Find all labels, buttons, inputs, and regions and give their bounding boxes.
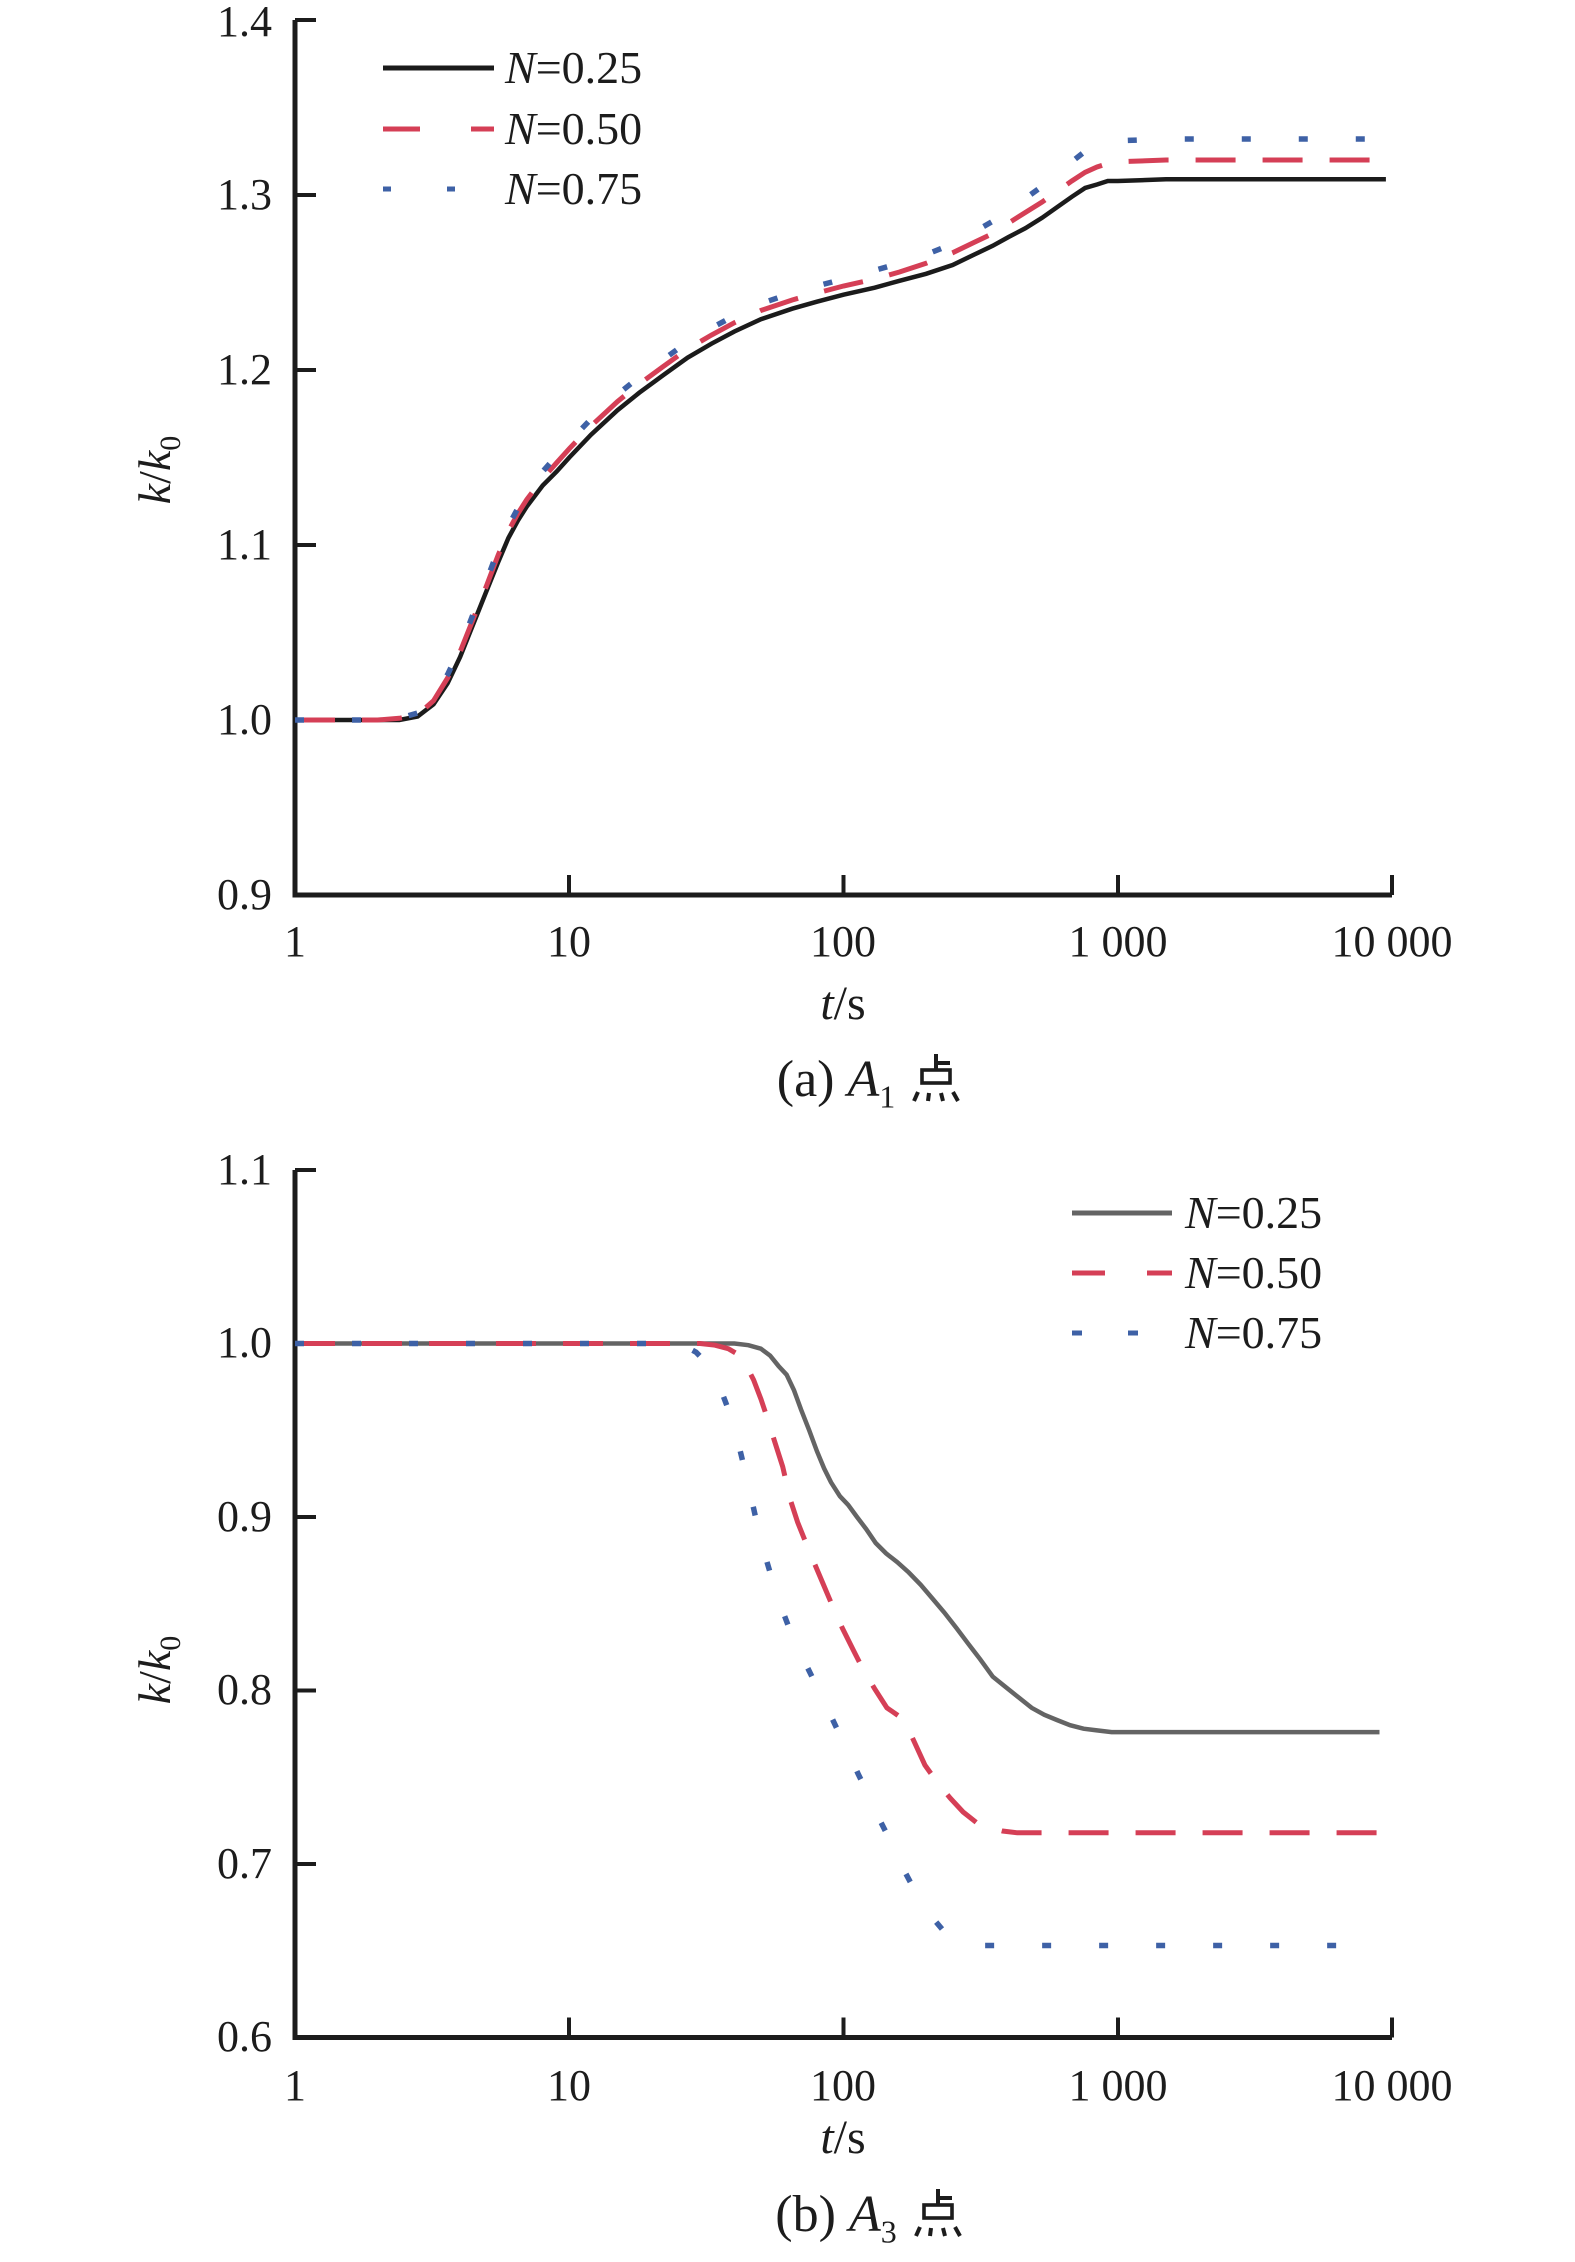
chart-b-ytick-1.0: 1.0 <box>217 1318 272 1367</box>
k0-symbol: k <box>129 450 180 472</box>
chart-b-legend-label-n025: N=0.25 <box>1185 1187 1323 1238</box>
chart-a-xtick-10000: 10 000 <box>1331 917 1453 966</box>
chart-a-ytick-1.2: 1.2 <box>217 345 272 394</box>
chart-b-xtick-10000: 10 000 <box>1331 2061 1453 2110</box>
chart-a-xtick-100: 100 <box>810 917 876 966</box>
chart-b-ytick-1.1: 1.1 <box>217 1145 272 1194</box>
chart-b-ytick-0.9: 0.9 <box>217 1492 272 1541</box>
curve-b-n050 <box>295 1341 1380 1836</box>
curve-a-n075 <box>295 136 1386 723</box>
chart-b-xticks <box>567 2017 1394 2038</box>
dian-character <box>913 2189 962 2237</box>
t-symbol: t <box>820 2111 834 2164</box>
chart-b-xtick-10: 10 <box>547 2061 591 2110</box>
chart-a-xtick-10: 10 <box>547 917 591 966</box>
chart-a-ytick-1.4: 1.4 <box>217 0 272 46</box>
curve-b-n075 <box>295 1340 1341 1949</box>
chart-a-axes <box>292 18 1394 898</box>
chart-b-y-axis-label: k/k0 <box>125 1600 188 1740</box>
chart-a-xtick-1: 1 <box>284 917 306 966</box>
chart-b-legend-swatches <box>1072 1210 1172 1336</box>
chart-a-legend-label-n050: N=0.50 <box>505 103 643 154</box>
per-seconds: /s <box>833 2111 866 2164</box>
k0-symbol: k <box>129 1650 180 1672</box>
chart-a-curves <box>295 136 1386 723</box>
chart-b-xtick-1: 1 <box>284 2061 306 2110</box>
chart-b-caption: (b) A3点 <box>570 2185 1170 2260</box>
chart-b-xtick-1000: 1 000 <box>1068 2061 1168 2110</box>
chart-a-legend-label-n025: N=0.25 <box>505 42 643 93</box>
k-symbol: k <box>129 1683 180 1705</box>
curve-b-n025 <box>295 1341 1380 1735</box>
chart-a-legend-label-n075: N=0.75 <box>505 163 643 214</box>
chart-a-xticks <box>567 875 1394 895</box>
slash: / <box>129 1671 180 1684</box>
chart-b-yticks <box>295 1168 316 1866</box>
chart-a-yticks <box>295 18 316 722</box>
chart-a-x-axis-label: t/s <box>743 978 943 1030</box>
dian-character <box>912 1054 960 1102</box>
chart-b-axis-lines <box>292 1170 1392 2040</box>
t-symbol: t <box>820 977 834 1030</box>
chart-b-ytick-0.6: 0.6 <box>217 2012 272 2061</box>
chart-b-legend-label-n050: N=0.50 <box>1185 1247 1323 1298</box>
curve-a-n025 <box>295 177 1386 723</box>
chart-a-caption: (a) A1点 <box>570 1050 1170 1125</box>
k-symbol: k <box>129 483 180 505</box>
chart-a-ytick-1.1: 1.1 <box>217 520 272 569</box>
chart-a-ytick-1.0: 1.0 <box>217 695 272 744</box>
chart-a-legend-swatches <box>383 65 494 192</box>
k0-subscript: 0 <box>154 435 188 451</box>
chart-b-xtick-100: 100 <box>810 2061 876 2110</box>
chart-b-x-axis-label: t/s <box>743 2112 943 2164</box>
chart-a-xtick-1000: 1 000 <box>1068 917 1168 966</box>
k0-subscript: 0 <box>154 1635 188 1651</box>
chart-a-ytick-0.9: 0.9 <box>217 870 272 919</box>
chart-a-y-axis-label: k/k0 <box>125 400 188 540</box>
chart-a-axis-lines <box>292 20 1392 898</box>
chart-a-ytick-1.3: 1.3 <box>217 170 272 219</box>
chart-b-axes <box>292 1168 1394 2040</box>
chart-b-legend-label-n075: N=0.75 <box>1185 1307 1323 1358</box>
chart-b-ytick-0.7: 0.7 <box>217 1839 272 1888</box>
chart-b-ytick-0.8: 0.8 <box>217 1665 272 1714</box>
slash: / <box>129 471 180 484</box>
curve-a-n050 <box>295 157 1386 723</box>
chart-b-curves <box>295 1340 1380 1949</box>
per-seconds: /s <box>833 977 866 1030</box>
